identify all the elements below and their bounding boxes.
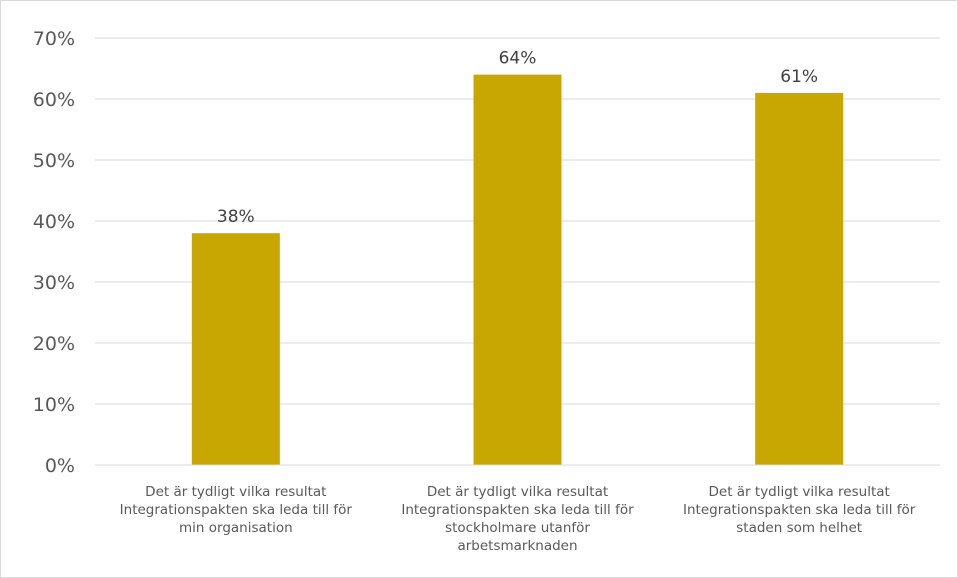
y-axis: 0% 10% 20% 30% 40% 50% 60% 70%: [33, 28, 75, 477]
y-tick-label: 0%: [45, 455, 75, 477]
y-tick-label: 50%: [33, 150, 75, 172]
x-category-label: Det är tydligt vilka resultat Integration…: [683, 484, 916, 536]
x-axis: Det är tydligt vilka resultat Integration…: [95, 464, 940, 554]
x-category-label: Det är tydligt vilka resultat Integration…: [401, 484, 634, 554]
y-tick-label: 10%: [33, 394, 75, 416]
data-labels: 38% 64% 61%: [217, 49, 818, 228]
bar: [755, 92, 844, 466]
data-label: 61%: [780, 67, 818, 87]
y-tick-label: 20%: [33, 333, 75, 355]
bar: [473, 74, 562, 465]
y-tick-label: 70%: [33, 28, 75, 50]
data-label: 38%: [217, 207, 255, 227]
bars: [191, 74, 844, 466]
data-label: 64%: [499, 49, 537, 69]
y-tick-label: 60%: [33, 89, 75, 111]
y-tick-label: 40%: [33, 211, 75, 233]
x-category-label: Det är tydligt vilka resultat Integration…: [120, 484, 353, 536]
bar: [191, 233, 280, 465]
y-tick-label: 30%: [33, 272, 75, 294]
